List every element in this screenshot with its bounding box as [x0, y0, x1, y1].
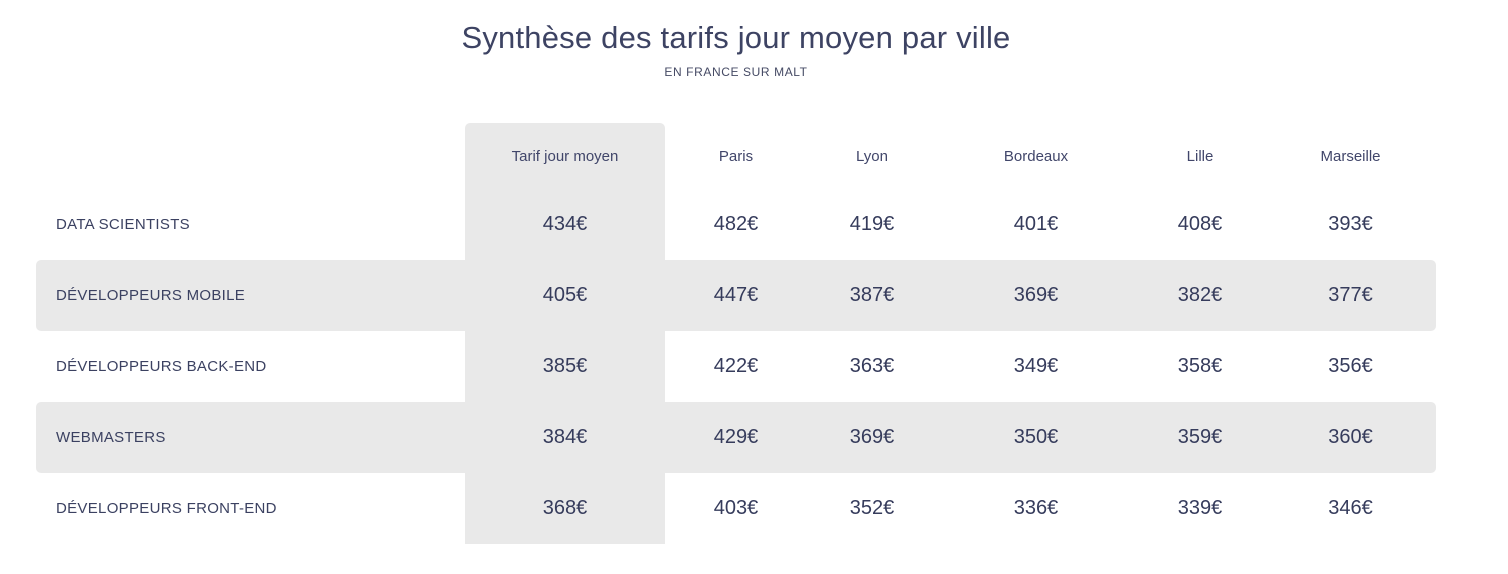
cell-webmasters-lyon: 369€	[849, 426, 895, 448]
row-label-developpeurs-mobile: DÉVELOPPEURS MOBILE	[56, 287, 246, 304]
cell-developpeurs-mobile-bordeaux: 369€	[1013, 284, 1059, 306]
cell-developpeurs-mobile-lille: 382€	[1177, 284, 1223, 306]
column-header-paris: Paris	[718, 147, 754, 165]
cell-developpeurs-back-end-lyon: 363€	[849, 355, 895, 377]
cell-developpeurs-mobile-marseille: 377€	[1328, 284, 1373, 306]
column-header-marseille: Marseille	[1320, 147, 1381, 165]
cell-developpeurs-front-end-lyon: 352€	[849, 497, 895, 519]
cell-developpeurs-back-end-marseille: 356€	[1328, 355, 1373, 377]
cell-developpeurs-mobile-moyen: 405€	[542, 284, 588, 306]
cell-data-scientists-paris: 482€	[713, 213, 759, 235]
cell-developpeurs-front-end-bordeaux: 336€	[1013, 497, 1059, 519]
cell-developpeurs-front-end-paris: 403€	[713, 497, 759, 519]
cell-developpeurs-back-end-paris: 422€	[713, 355, 759, 377]
column-header-lyon: Lyon	[856, 147, 888, 165]
column-header-tarif-jour-moyen: Tarif jour moyen	[511, 147, 619, 165]
cell-webmasters-moyen: 384€	[542, 426, 588, 448]
cell-data-scientists-lille: 408€	[1177, 213, 1223, 235]
cell-developpeurs-back-end-lille: 358€	[1177, 355, 1223, 377]
row-label-webmasters: WEBMASTERS	[56, 429, 166, 446]
row-label-data-scientists: DATA SCIENTISTS	[56, 216, 190, 233]
page-subtitle: EN FRANCE SUR MALT	[664, 64, 808, 79]
table-grid: Tarif jour moyen Paris Lyon Bordeaux Lil…	[36, 123, 1436, 544]
cell-webmasters-marseille: 360€	[1328, 426, 1373, 448]
cell-data-scientists-bordeaux: 401€	[1013, 213, 1059, 235]
cell-webmasters-bordeaux: 350€	[1013, 426, 1059, 448]
cell-developpeurs-front-end-lille: 339€	[1177, 497, 1223, 519]
row-label-developpeurs-back-end: DÉVELOPPEURS BACK-END	[56, 358, 267, 375]
cell-data-scientists-marseille: 393€	[1328, 213, 1373, 235]
column-header-lille: Lille	[1186, 147, 1214, 165]
cell-developpeurs-back-end-moyen: 385€	[542, 355, 588, 377]
cell-developpeurs-front-end-marseille: 346€	[1328, 497, 1373, 519]
cell-developpeurs-mobile-paris: 447€	[713, 284, 759, 306]
highlighted-column-background	[465, 123, 665, 544]
cell-data-scientists-moyen: 434€	[542, 213, 588, 235]
row-stripe-developpeurs-mobile	[36, 260, 1436, 331]
column-header-bordeaux: Bordeaux	[1003, 147, 1069, 165]
row-stripe-webmasters	[36, 402, 1436, 473]
cell-developpeurs-back-end-bordeaux: 349€	[1013, 355, 1059, 377]
corner-cell	[36, 123, 465, 189]
cell-developpeurs-front-end-moyen: 368€	[542, 497, 588, 519]
cell-data-scientists-lyon: 419€	[849, 213, 895, 235]
tariff-table: Tarif jour moyen Paris Lyon Bordeaux Lil…	[36, 123, 1436, 544]
cell-webmasters-paris: 429€	[713, 426, 759, 448]
cell-developpeurs-mobile-lyon: 387€	[849, 284, 895, 306]
row-label-developpeurs-front-end: DÉVELOPPEURS FRONT-END	[56, 500, 277, 517]
page-header: Synthèse des tarifs jour moyen par ville…	[36, 20, 1436, 79]
page-title: Synthèse des tarifs jour moyen par ville	[461, 20, 1011, 55]
cell-webmasters-lille: 359€	[1177, 426, 1223, 448]
